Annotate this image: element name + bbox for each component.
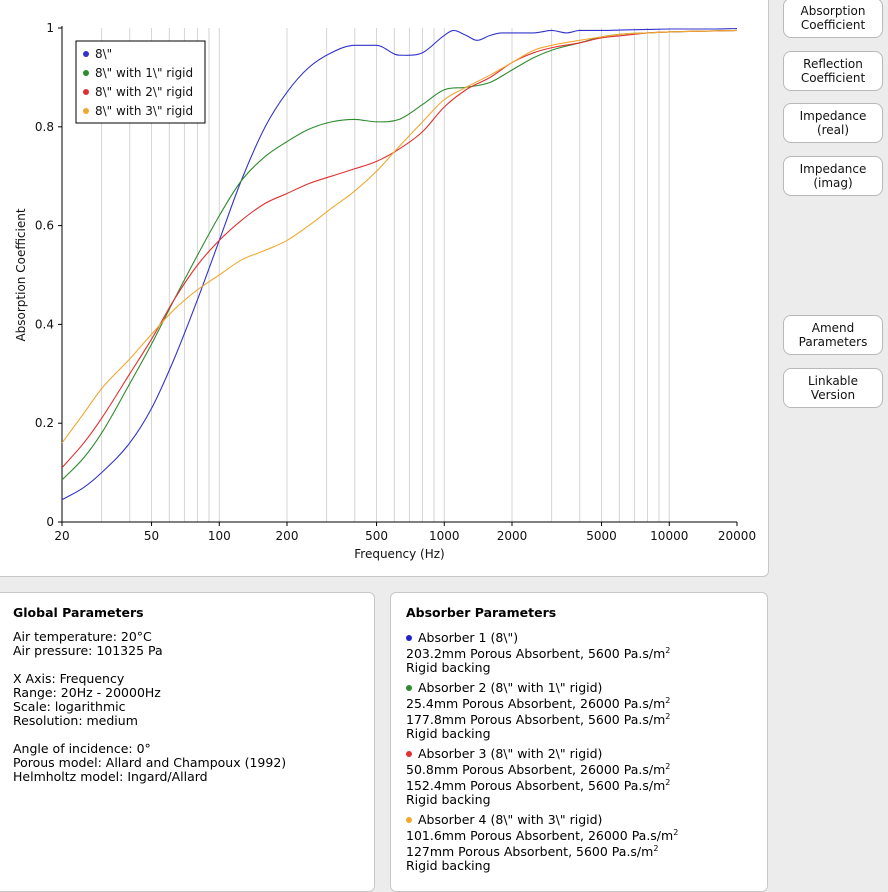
legend-marker-4 — [83, 108, 89, 114]
x-tick-label: 200 — [276, 529, 299, 543]
x-tick-label: 1000 — [429, 529, 460, 543]
angle-param: Angle of incidence: 0° — [13, 741, 151, 756]
x-axis-label: Frequency (Hz) — [354, 547, 445, 561]
global-parameters-panel: Global Parameters Air temperature: 20°C … — [0, 592, 375, 892]
absorption-coefficient-button[interactable]: Absorption Coefficient — [783, 0, 883, 38]
legend-label-1: 8\" — [95, 47, 112, 61]
absorber-1-layer-1-text: 203.2mm Porous Absorbent, 5600 Pa.s/m — [406, 646, 666, 662]
absorber-2-dot — [406, 685, 412, 691]
y-tick-label: 1 — [46, 21, 54, 35]
absorber-1-backing: Rigid backing — [406, 660, 491, 675]
absorption-chart: 0 0.2 0.4 0.6 0.8 1 20 50 100 200 500 1000 2000 5000 1… — [14, 21, 756, 561]
absorber-2-layer-2-text: 177.8mm Porous Absorbent, 5600 Pa.s/m — [406, 712, 666, 728]
impedance-real-button[interactable]: Impedance (real) — [783, 103, 883, 143]
x-axis-param: X Axis: Frequency — [13, 671, 125, 686]
absorber-4-heading: Absorber 4 (8\" with 3\" rigid) — [406, 812, 602, 827]
absorber-3-dot — [406, 751, 412, 757]
absorber-2-layer-1-text: 25.4mm Porous Absorbent, 26000 Pa.s/m — [406, 696, 666, 712]
absorber-4-dot — [406, 817, 412, 823]
absorber-4-layer-1: 101.6mm Porous Absorbent, 26000 Pa.s/m2 — [406, 828, 679, 844]
y-tick-label: 0.6 — [35, 219, 54, 233]
legend-label-4: 8\" with 3\" rigid — [95, 104, 193, 118]
helmholtz-model-param: Helmholtz model: Ingard/Allard — [13, 769, 208, 784]
reflection-coefficient-button[interactable]: Reflection Coefficient — [783, 51, 883, 91]
resolution-param: Resolution: medium — [13, 713, 138, 728]
absorber-3-layer-2: 152.4mm Porous Absorbent, 5600 Pa.s/m2 — [406, 778, 671, 794]
absorber-2-layer-1: 25.4mm Porous Absorbent, 26000 Pa.s/m2 — [406, 696, 671, 712]
x-tick-label: 500 — [365, 529, 388, 543]
range-param: Range: 20Hz - 20000Hz — [13, 685, 161, 700]
scale-param: Scale: logarithmic — [13, 699, 126, 714]
absorber-2-layer-2: 177.8mm Porous Absorbent, 5600 Pa.s/m2 — [406, 712, 671, 728]
absorber-parameters-panel: Absorber Parameters Absorber 1 (8\") 203… — [390, 592, 768, 892]
absorber-4-layer-2: 127mm Porous Absorbent, 5600 Pa.s/m2 — [406, 844, 659, 860]
porous-model-param: Porous model: Allard and Champoux (1992) — [13, 755, 287, 770]
x-tick-label: 50 — [144, 529, 159, 543]
absorber-parameters-title: Absorber Parameters — [406, 605, 557, 620]
absorber-1-heading: Absorber 1 (8\") — [406, 630, 518, 645]
absorber-3-heading: Absorber 3 (8\" with 2\" rigid) — [406, 746, 602, 761]
absorber-3-layer-1: 50.8mm Porous Absorbent, 26000 Pa.s/m2 — [406, 762, 671, 778]
absorber-3-layer-1-text: 50.8mm Porous Absorbent, 26000 Pa.s/m — [406, 762, 666, 778]
amend-parameters-button[interactable]: Amend Parameters — [783, 315, 883, 355]
absorber-3-layer-2-text: 152.4mm Porous Absorbent, 5600 Pa.s/m — [406, 778, 666, 794]
x-tick-label: 100 — [208, 529, 231, 543]
absorber-1-dot — [406, 635, 412, 641]
x-tick-label: 20 — [54, 529, 69, 543]
x-tick-label: 2000 — [497, 529, 528, 543]
y-tick-label: 0.8 — [35, 120, 54, 134]
legend-box — [75, 40, 206, 124]
absorber-3-name: Absorber 3 (8\" with 2\" rigid) — [418, 746, 603, 761]
legend-marker-2 — [83, 70, 89, 76]
absorber-4-layer-2-text: 127mm Porous Absorbent, 5600 Pa.s/m — [406, 844, 654, 860]
legend-marker-3 — [83, 89, 89, 95]
series-line-1 — [61, 27, 738, 501]
absorber-2-name: Absorber 2 (8\" with 1\" rigid) — [418, 680, 603, 695]
series-line-3 — [61, 29, 738, 469]
series-line-4 — [61, 29, 738, 444]
impedance-imag-button[interactable]: Impedance (imag) — [783, 156, 883, 196]
absorber-1-name: Absorber 1 (8\") — [418, 630, 519, 645]
linkable-version-button[interactable]: Linkable Version — [783, 368, 883, 408]
absorber-2-backing: Rigid backing — [406, 726, 491, 741]
x-tick-label: 10000 — [650, 529, 688, 543]
air-temperature: Air temperature: 20°C — [13, 629, 152, 644]
absorber-4-backing: Rigid backing — [406, 858, 491, 873]
y-tick-label: 0.2 — [35, 416, 54, 430]
legend-label-3: 8\" with 2\" rigid — [95, 85, 193, 99]
absorber-4-name: Absorber 4 (8\" with 3\" rigid) — [418, 812, 603, 827]
absorber-4-layer-1-text: 101.6mm Porous Absorbent, 26000 Pa.s/m — [406, 828, 674, 844]
legend-label-2: 8\" with 1\" rigid — [95, 66, 193, 80]
air-pressure: Air pressure: 101325 Pa — [13, 643, 163, 658]
y-tick-label: 0.4 — [35, 317, 54, 331]
y-tick-label: 0 — [46, 515, 54, 529]
x-tick-label: 20000 — [718, 529, 756, 543]
x-tick-label: 5000 — [586, 529, 617, 543]
chart-panel: 0 0.2 0.4 0.6 0.8 1 20 50 100 200 500 1000 2000 5000 1… — [0, 0, 769, 577]
y-axis-label: Absorption Coefficient — [14, 208, 28, 341]
absorber-3-backing: Rigid backing — [406, 792, 491, 807]
global-parameters-title: Global Parameters — [13, 605, 144, 620]
absorber-2-heading: Absorber 2 (8\" with 1\" rigid) — [406, 680, 602, 695]
absorber-1-layer-1: 203.2mm Porous Absorbent, 5600 Pa.s/m2 — [406, 646, 671, 662]
legend-marker-1 — [83, 51, 89, 57]
